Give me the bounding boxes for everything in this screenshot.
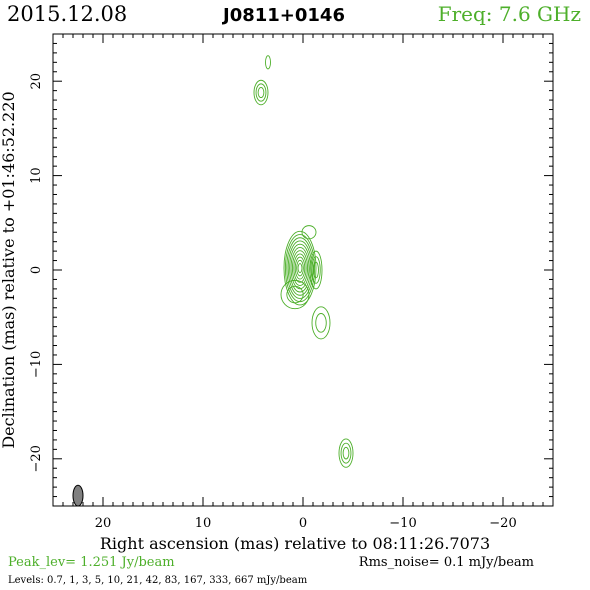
contour-component-0-level-10 [297,263,303,274]
frequency-label: Freq: 7.6 GHz [438,2,581,26]
contour-component-0-level-9 [296,259,304,277]
contour-levels: Levels: 0.7, 1, 3, 5, 10, 21, 42, 83, 16… [8,575,308,586]
y-tick-label: 20 [29,73,44,90]
contour-component-3-level-0 [311,306,331,340]
contour-component-0-level-7 [293,253,307,283]
contour-component-0-level-5 [290,246,310,290]
rms-noise: Rms_noise= 0.1 mJy/beam [359,555,534,570]
contour-component-4-level-0 [301,225,317,240]
y-tick-label: 0 [29,266,44,274]
contour-component-7-level-2 [342,446,350,460]
x-tick-label: 0 [299,516,307,531]
contour-component-0-level-6 [291,250,309,287]
contour-component-3-level-1 [315,313,327,333]
y-tick-label: 10 [29,167,44,184]
contour-component-6-level-0 [265,55,271,70]
contour-component-2-level-1 [286,285,304,304]
source-name: J0811+0146 [221,5,345,26]
x-tick-label: 10 [195,516,212,531]
y-tick-label: −10 [29,351,44,378]
contour-component-7-level-0 [338,438,354,468]
contour-component-5-level-2 [257,87,265,99]
contour-component-5-level-1 [255,83,267,102]
x-tick-label: −10 [389,516,416,531]
y-axis-title: Declination (mas) relative to +01:46:52.… [0,91,18,448]
contour-component-5-level-0 [253,79,269,106]
y-tick-label: −20 [29,445,44,472]
x-tick-label: 20 [95,516,112,531]
observation-date: 2015.12.08 [7,2,127,26]
restoring-beam [72,484,84,507]
contour-component-2-level-0 [280,279,310,310]
contour-component-0-level-0 [283,230,317,306]
contour-component-0-level-8 [294,256,306,280]
contour-component-1-level-2 [313,261,319,279]
contour-component-7-level-1 [340,442,352,464]
peak-level: Peak_lev= 1.251 Jy/beam [8,555,175,570]
x-axis-title: Right ascension (mas) relative to 08:11:… [100,534,490,553]
contour-layer [253,55,354,468]
contour-component-1-level-1 [311,256,321,284]
beam-layer [72,484,84,507]
contour-component-0-level-1 [284,234,316,303]
axis-ticks [52,33,554,507]
contour-component-1-level-0 [309,250,323,290]
axis-tick-labels: 20 10 0 −10 −20 20 10 0 −10 −20 [29,73,517,531]
x-tick-label: −20 [489,516,516,531]
